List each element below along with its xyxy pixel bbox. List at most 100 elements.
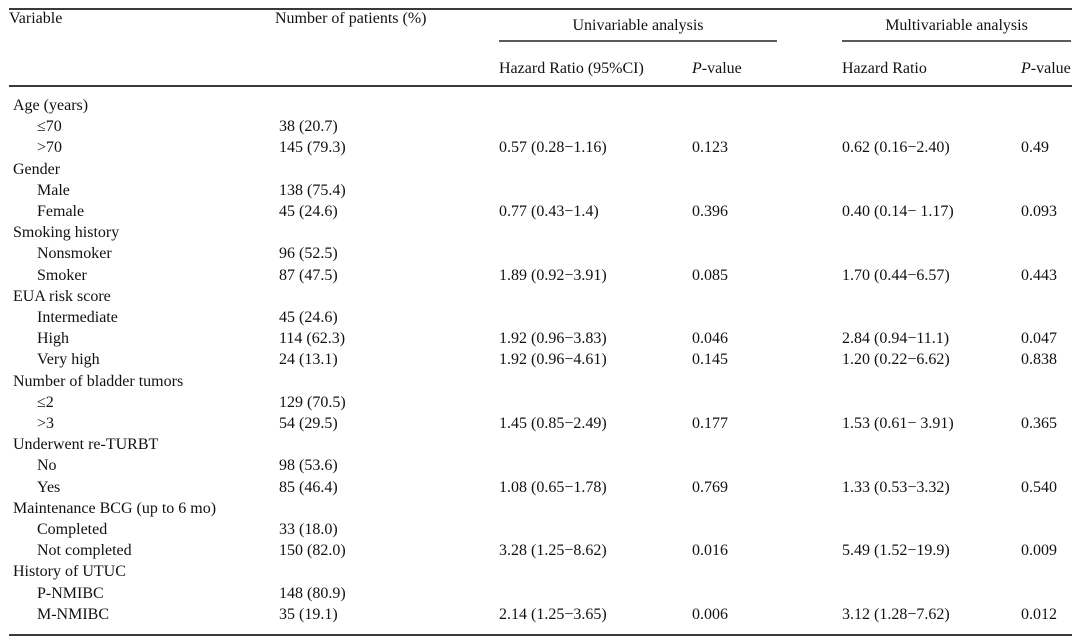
variable-cell: >70 bbox=[37, 139, 63, 157]
multi-hazard-ratio-cell bbox=[838, 180, 1017, 201]
patients-cell bbox=[275, 498, 495, 519]
variable-cell: No bbox=[37, 457, 57, 475]
table-row-subitem: Completed 33 (18.0) bbox=[9, 519, 1072, 540]
multi-p-value-cell bbox=[1017, 519, 1072, 540]
column-header-uni-hazard-ratio: Hazard Ratio (95%CI) bbox=[495, 42, 688, 87]
variable-cell: Completed bbox=[37, 521, 108, 539]
uni-hazard-ratio-cell: 0.77 (0.43−1.4) bbox=[499, 203, 599, 221]
multi-p-value-cell bbox=[1017, 455, 1072, 476]
column-header-patients: Number of patients (%) bbox=[275, 9, 495, 87]
uni-hazard-ratio-cell bbox=[495, 222, 688, 243]
multi-p-value-cell bbox=[1017, 307, 1072, 328]
spanner-univariable-cell: Univariable analysis bbox=[495, 9, 838, 42]
uni-hazard-ratio-cell bbox=[495, 434, 688, 455]
uni-p-value-cell: 0.006 bbox=[692, 605, 728, 623]
variable-cell: EUA risk score bbox=[13, 287, 111, 305]
multi-hazard-ratio-cell: 1.20 (0.22−6.62) bbox=[842, 351, 950, 369]
table-row-category: Underwent re-TURBT bbox=[9, 434, 1072, 455]
uni-hazard-ratio-cell bbox=[495, 86, 688, 116]
variable-cell: Smoker bbox=[37, 266, 87, 284]
patients-cell: 96 (52.5) bbox=[279, 245, 338, 263]
table-row-subitem: Intermediate 45 (24.6) bbox=[9, 307, 1072, 328]
uni-hazard-ratio-cell: 1.45 (0.85−2.49) bbox=[499, 415, 607, 433]
multi-hazard-ratio-cell bbox=[838, 434, 1017, 455]
spanner-univariable-analysis: Univariable analysis bbox=[499, 10, 777, 42]
variable-cell: Nonsmoker bbox=[37, 245, 112, 263]
multi-hazard-ratio-cell bbox=[838, 222, 1017, 243]
patients-cell: 98 (53.6) bbox=[279, 457, 338, 475]
multi-hazard-ratio-cell: 3.12 (1.28−7.62) bbox=[842, 605, 950, 623]
column-header-row: Hazard Ratio (95%CI) P-value Hazard Rati… bbox=[9, 42, 1073, 87]
variable-cell: Number of bladder tumors bbox=[13, 372, 184, 390]
patients-cell: 24 (13.1) bbox=[279, 351, 338, 369]
multi-p-value-cell bbox=[1017, 222, 1072, 243]
multi-hazard-ratio-cell: 1.70 (0.44−6.57) bbox=[842, 266, 950, 284]
uni-p-value-cell bbox=[688, 159, 838, 180]
uni-p-value-cell: 0.177 bbox=[692, 415, 728, 433]
variable-cell: Underwent re-TURBT bbox=[13, 436, 159, 454]
multi-p-value-cell bbox=[1017, 583, 1072, 604]
multi-p-value-cell bbox=[1017, 498, 1072, 519]
uni-p-value-cell bbox=[688, 116, 838, 137]
uni-hazard-ratio-cell bbox=[495, 286, 688, 307]
patients-cell bbox=[275, 222, 495, 243]
multi-p-value-cell: 0.540 bbox=[1021, 478, 1057, 496]
patients-cell bbox=[275, 286, 495, 307]
multi-p-value-cell bbox=[1017, 243, 1072, 264]
uni-p-value-cell bbox=[688, 498, 838, 519]
table-header: Variable Number of patients (%) Univaria… bbox=[9, 9, 1073, 87]
uni-p-value-cell bbox=[688, 243, 838, 264]
patients-cell: 35 (19.1) bbox=[279, 605, 338, 623]
table-row-subitem: Yes 85 (46.4) 1.08 (0.65−1.78) 0.769 1.33 (0… bbox=[9, 477, 1072, 498]
multi-hazard-ratio-cell bbox=[838, 392, 1017, 413]
variable-cell: Yes bbox=[37, 478, 61, 496]
uni-hazard-ratio-cell bbox=[495, 392, 688, 413]
uni-p-value-cell bbox=[688, 561, 838, 582]
multi-p-value-cell: 0.047 bbox=[1021, 330, 1057, 348]
uni-hazard-ratio-cell bbox=[495, 519, 688, 540]
uni-hazard-ratio-cell bbox=[495, 498, 688, 519]
uni-hazard-ratio-cell: 1.89 (0.92−3.91) bbox=[499, 266, 607, 284]
patients-cell: 87 (47.5) bbox=[279, 266, 338, 284]
uni-p-value-cell: 0.145 bbox=[692, 351, 728, 369]
variable-cell: Intermediate bbox=[37, 309, 118, 327]
table-row-subitem: Female 45 (24.6) 0.77 (0.43−1.4) 0.396 0.40 … bbox=[9, 201, 1072, 222]
variable-cell: Very high bbox=[37, 351, 100, 369]
uni-hazard-ratio-cell bbox=[495, 159, 688, 180]
patients-cell: 129 (70.5) bbox=[279, 393, 346, 411]
multi-hazard-ratio-cell: 0.40 (0.14− 1.17) bbox=[842, 203, 954, 221]
multi-hazard-ratio-cell: 1.33 (0.53−3.32) bbox=[842, 478, 950, 496]
multi-hazard-ratio-cell: 5.49 (1.52−19.9) bbox=[842, 542, 950, 560]
uni-hazard-ratio-cell bbox=[495, 583, 688, 604]
uni-p-value-cell bbox=[688, 307, 838, 328]
uni-p-value-cell bbox=[688, 371, 838, 392]
uni-p-value-cell: 0.123 bbox=[692, 139, 728, 157]
table-row-category: Number of bladder tumors bbox=[9, 371, 1072, 392]
uni-hazard-ratio-cell bbox=[495, 307, 688, 328]
uni-hazard-ratio-cell: 3.28 (1.25−8.62) bbox=[499, 542, 607, 560]
multi-hazard-ratio-cell bbox=[838, 243, 1017, 264]
multi-p-value-cell bbox=[1017, 371, 1072, 392]
patients-cell: 33 (18.0) bbox=[279, 521, 338, 539]
variable-cell: Age (years) bbox=[13, 97, 89, 114]
uni-hazard-ratio-cell: 1.08 (0.65−1.78) bbox=[499, 478, 607, 496]
patients-cell bbox=[275, 86, 495, 116]
uni-hazard-ratio-cell bbox=[495, 243, 688, 264]
results-table: Variable Number of patients (%) Univaria… bbox=[9, 8, 1073, 636]
table-row-subitem: ≤70 38 (20.7) bbox=[9, 116, 1072, 137]
table-row-subitem: ≤2 129 (70.5) bbox=[9, 392, 1072, 413]
multi-p-value-cell: 0.838 bbox=[1021, 351, 1057, 369]
column-header-multi-p-value: P-value bbox=[1017, 42, 1073, 87]
table-row-subitem: M-NMIBC 35 (19.1) 2.14 (1.25−3.65) 0.006 3.1… bbox=[9, 604, 1072, 635]
uni-p-value-cell bbox=[688, 180, 838, 201]
uni-p-value-cell bbox=[688, 286, 838, 307]
multi-p-value-cell: 0.365 bbox=[1021, 415, 1057, 433]
uni-hazard-ratio-cell bbox=[495, 116, 688, 137]
variable-cell: Maintenance BCG (up to 6 mo) bbox=[13, 499, 217, 517]
uni-hazard-ratio-cell bbox=[495, 455, 688, 476]
uni-hazard-ratio-cell: 2.14 (1.25−3.65) bbox=[499, 605, 607, 623]
table-row-subitem: Smoker 87 (47.5) 1.89 (0.92−3.91) 0.085 1.70… bbox=[9, 265, 1072, 286]
table-row-subitem: >70 145 (79.3) 0.57 (0.28−1.16) 0.123 0.62 (… bbox=[9, 137, 1072, 158]
uni-p-value-cell: 0.016 bbox=[692, 542, 728, 560]
uni-hazard-ratio-cell bbox=[495, 180, 688, 201]
